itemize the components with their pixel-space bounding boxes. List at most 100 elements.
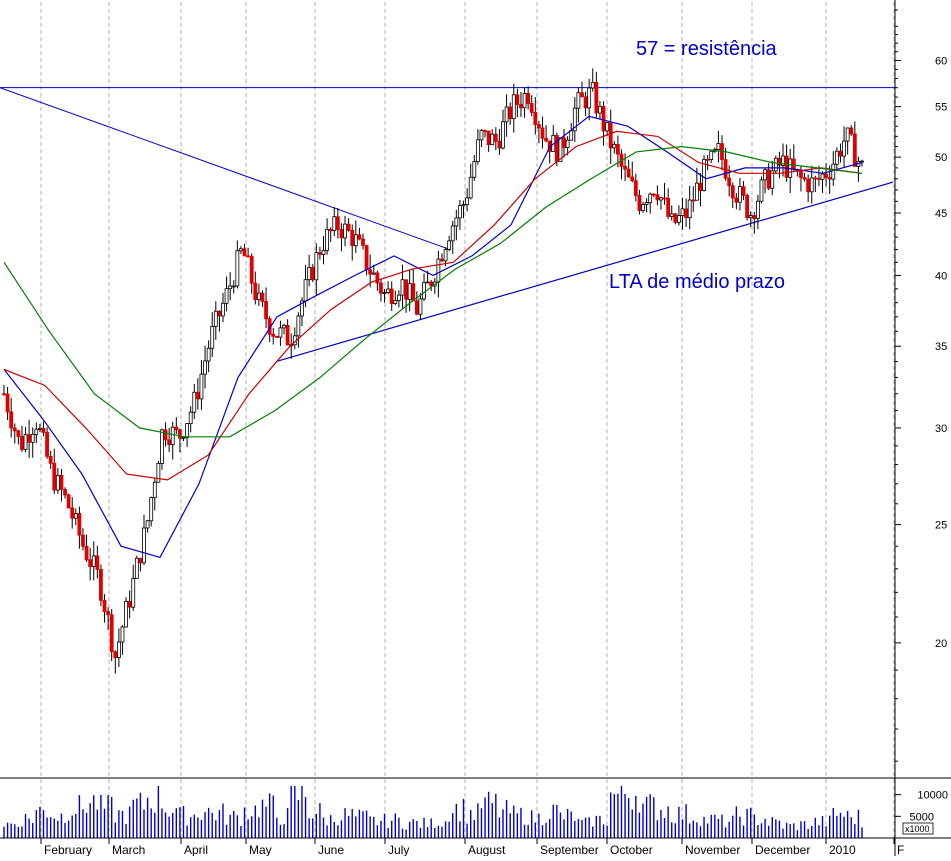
candle-body: [662, 197, 667, 200]
candle-body: [436, 258, 441, 283]
candle-body: [809, 177, 814, 193]
candle-body: [16, 430, 21, 437]
candle-body: [328, 229, 333, 232]
x-tick-label: February: [44, 843, 92, 856]
candle-body: [70, 507, 75, 519]
candle-body: [88, 559, 93, 567]
candle-body: [490, 133, 495, 146]
candle-body: [274, 335, 279, 338]
candle-body: [271, 333, 276, 337]
candle-body: [508, 106, 513, 120]
candle-body: [666, 197, 671, 217]
candle-body: [630, 176, 635, 182]
candle-body: [178, 429, 182, 439]
candle-body: [210, 326, 215, 349]
candle-body: [45, 431, 49, 457]
candle-body: [310, 267, 315, 281]
candle-body: [120, 626, 125, 643]
candle-body: [389, 288, 394, 305]
candle-body: [246, 255, 251, 258]
candle-body: [544, 137, 548, 142]
candle-body: [321, 249, 326, 255]
candle-body: [152, 481, 157, 499]
candle-body: [465, 197, 470, 205]
grid: [40, 2, 895, 838]
candle-body: [626, 168, 631, 178]
x-tick-label: March: [112, 843, 145, 856]
moving-average-line: [3, 115, 863, 559]
y-tick-label: 50: [935, 152, 947, 164]
candle-body: [411, 283, 416, 302]
candle-body: [371, 272, 376, 275]
candle-body: [580, 92, 584, 98]
x-tick-label: October: [610, 843, 653, 856]
candle-body: [300, 300, 304, 317]
candle-body: [414, 300, 419, 315]
candle-body: [644, 202, 649, 205]
candle-body: [217, 310, 222, 317]
candle-body: [102, 599, 107, 613]
candle-body: [497, 140, 502, 149]
trendline-annotation: LTA de médio prazo: [609, 271, 785, 293]
candle-body: [285, 324, 290, 346]
candle-body: [48, 455, 53, 464]
candle-body: [554, 135, 559, 162]
candle-body: [12, 427, 17, 432]
candle-body: [131, 578, 136, 608]
candle-body: [504, 106, 509, 123]
y-tick-label: 30: [935, 423, 947, 435]
candle-body: [562, 137, 566, 149]
candle-body: [242, 248, 247, 257]
candle-body: [612, 143, 617, 149]
candle-body: [37, 427, 42, 430]
candle-body: [418, 298, 423, 315]
downtrend-line: [0, 87, 451, 251]
y-tick-label: 60: [935, 55, 947, 67]
trendlines: [0, 87, 895, 363]
candle-body: [691, 199, 696, 202]
candle-body: [332, 216, 337, 232]
candle-body: [447, 240, 452, 250]
candle-body: [827, 177, 832, 180]
candle-body: [66, 494, 71, 509]
candle-body: [802, 177, 807, 180]
y-tick-label: 55: [935, 102, 947, 114]
volume-unit-box: [902, 822, 934, 835]
candle-body: [27, 434, 32, 443]
candle-body: [694, 182, 699, 201]
candle-body: [361, 238, 365, 246]
candle-body: [641, 204, 645, 211]
candle-body: [5, 393, 10, 413]
candle-body: [407, 283, 412, 300]
candle-body: [185, 423, 189, 438]
candle-body: [318, 252, 322, 255]
candle-body: [353, 234, 358, 247]
x-tick-label: September: [540, 843, 599, 856]
moving-averages: [3, 115, 863, 559]
candle-body: [95, 555, 100, 570]
candle-body: [529, 103, 534, 113]
candle-body: [160, 429, 164, 464]
volume-bars: [3, 786, 863, 838]
candle-body: [429, 281, 434, 287]
candle-body: [601, 105, 606, 132]
candle-body: [659, 197, 663, 201]
candle-body: [113, 651, 118, 658]
candle-body: [583, 96, 588, 109]
candle-body: [515, 94, 520, 105]
candle-body: [637, 195, 642, 211]
candle-body: [777, 157, 782, 166]
candle-body: [454, 217, 459, 227]
candle-body: [633, 180, 638, 196]
candle-body: [303, 279, 308, 302]
candle-body: [791, 158, 796, 170]
candle-body: [346, 223, 351, 231]
candle-body: [109, 614, 114, 653]
candle-body: [533, 112, 538, 125]
candle-body: [468, 176, 473, 199]
candle-body: [195, 391, 200, 400]
candle-body: [239, 248, 243, 252]
candle-body: [716, 143, 721, 150]
